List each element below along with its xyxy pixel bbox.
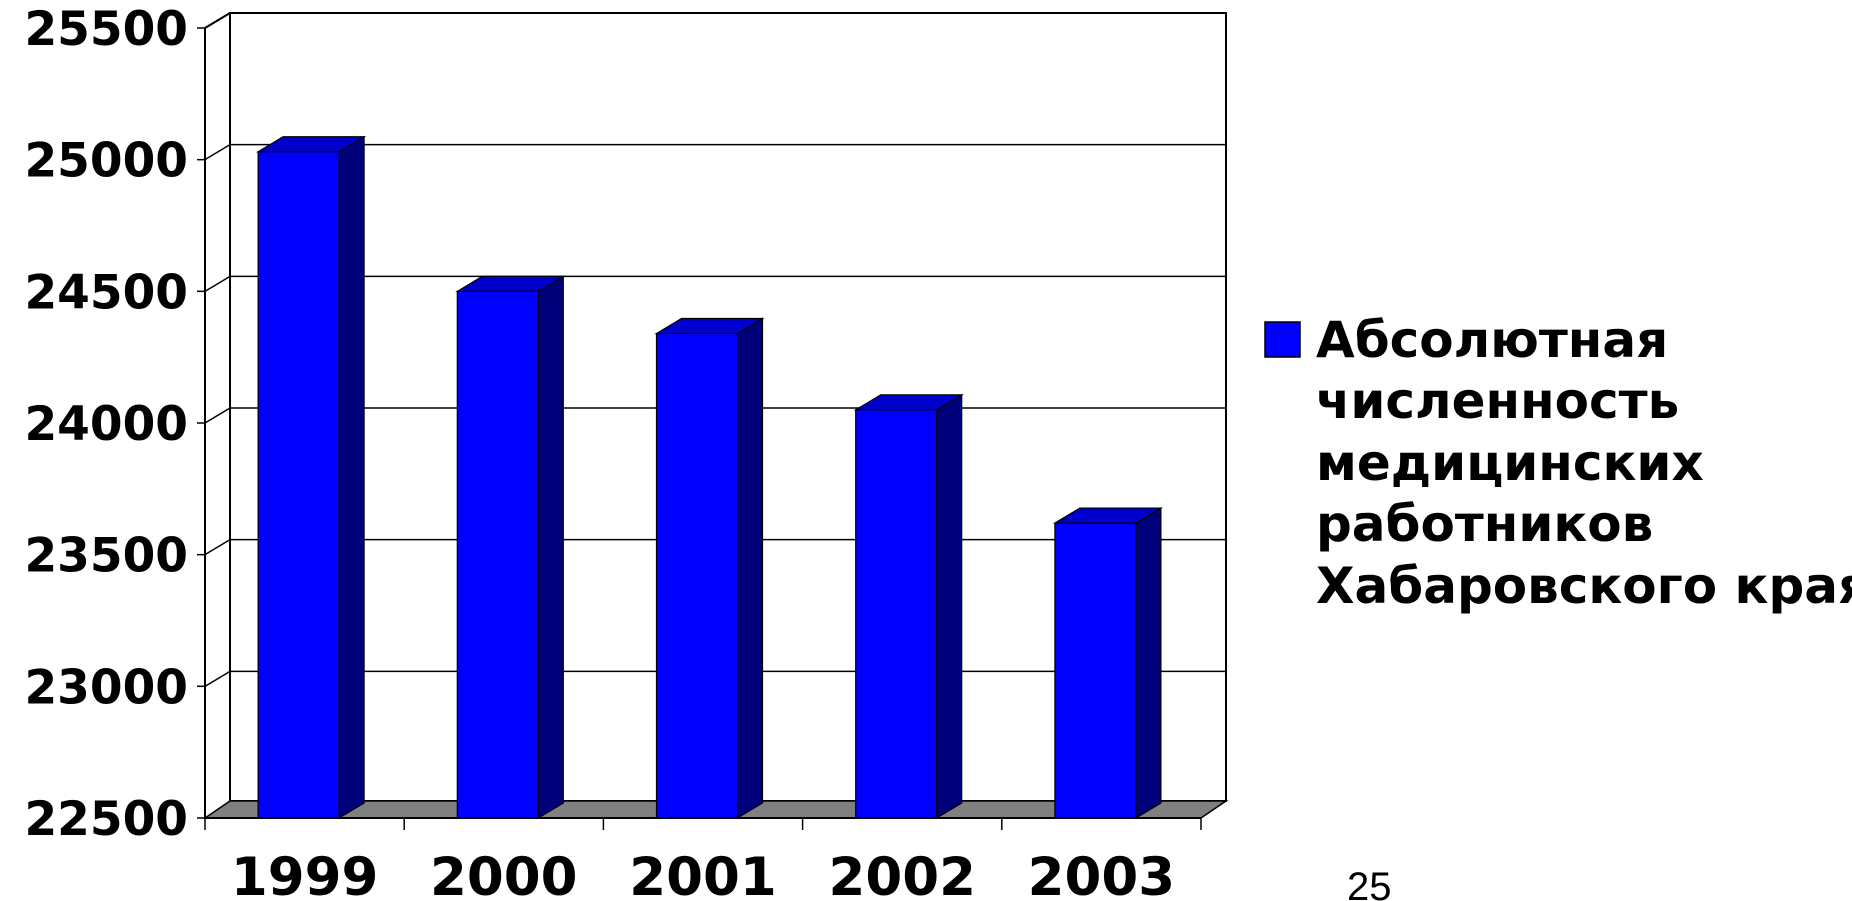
y-tick-label: 22500 — [24, 792, 188, 847]
y-tick-label: 24000 — [24, 397, 188, 452]
gridline-depth — [204, 144, 231, 161]
legend: Абсолютная численность медицинских работ… — [1264, 311, 1852, 615]
x-tick-label: 2000 — [430, 847, 578, 901]
bar-side — [338, 135, 365, 820]
bar-side — [537, 275, 564, 820]
gridline-depth — [204, 12, 231, 29]
y-tick-label: 24500 — [24, 265, 188, 320]
x-tick-label: 2003 — [1028, 847, 1176, 901]
bar — [654, 317, 765, 820]
bar-front — [1054, 522, 1137, 819]
x-tick-label: 1999 — [231, 847, 379, 901]
gridline-depth — [204, 275, 231, 292]
bar — [255, 135, 367, 820]
bar-side — [936, 393, 963, 820]
bar-front — [257, 151, 340, 819]
y-tick-label: 25500 — [24, 2, 188, 57]
gridline-depth — [204, 539, 231, 556]
gridline-depth — [204, 407, 231, 424]
x-tick-label: 2001 — [629, 847, 777, 901]
legend-line-4: работников — [1316, 495, 1653, 553]
x-tick-label: 2002 — [828, 847, 976, 901]
bar — [1052, 507, 1164, 820]
bar — [853, 393, 964, 820]
legend-swatch — [1264, 321, 1301, 358]
bar-front — [855, 409, 938, 819]
bar-front — [456, 290, 539, 819]
page-number: 25 — [1347, 865, 1392, 901]
legend-line-2: численность — [1316, 372, 1679, 430]
y-tick-label: 23000 — [24, 660, 188, 715]
bar-front — [655, 332, 739, 819]
bar-side — [1135, 507, 1162, 820]
bar — [455, 275, 566, 820]
legend-line-5: Хабаровского края — [1316, 557, 1852, 615]
gridline-depth — [204, 670, 231, 687]
legend-line-1: Абсолютная — [1316, 311, 1668, 369]
y-tick-label: 25000 — [24, 134, 188, 189]
y-axis-ticks: 22500 23000 23500 24000 24500 25000 25500 — [24, 2, 205, 847]
legend-line-3: медицинских — [1316, 434, 1704, 492]
bars — [255, 135, 1164, 820]
y-tick-label: 23500 — [24, 529, 188, 584]
bar-side — [736, 317, 764, 820]
x-axis-ticks: 1999 2000 2001 2002 2003 — [204, 818, 1202, 901]
